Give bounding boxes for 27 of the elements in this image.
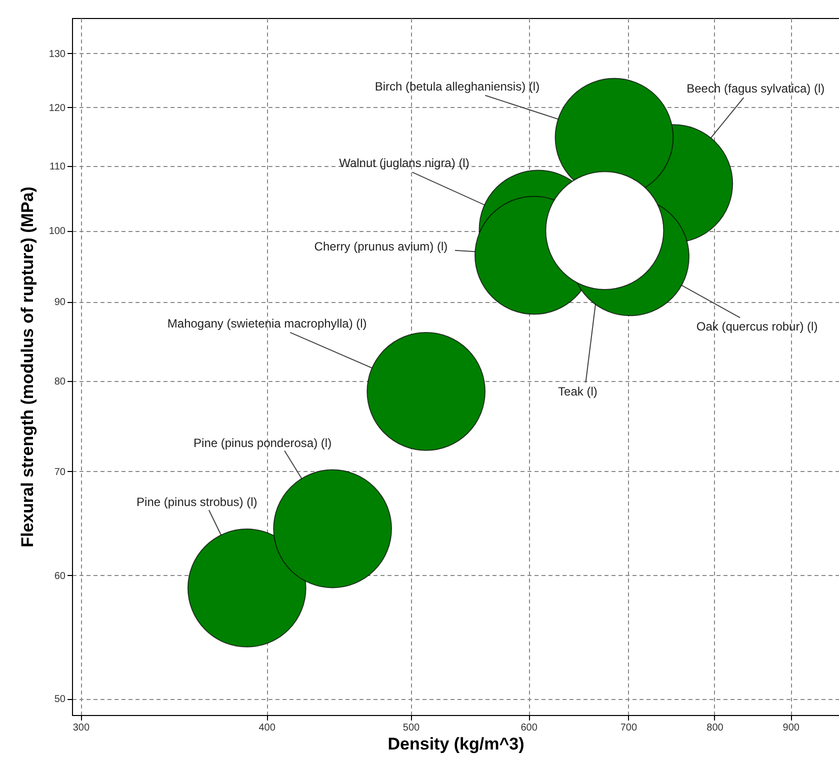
y-tick-label: 100 — [48, 226, 66, 238]
x-tick-label: 700 — [620, 722, 638, 734]
text: Mahogany (swietenia macrophylla) (l) — [167, 316, 367, 330]
y-tick-label: 70 — [54, 466, 66, 478]
x-tick-label: 400 — [258, 722, 276, 734]
text: Teak (l) — [558, 384, 598, 399]
y-tick-label: 90 — [54, 297, 66, 308]
x-tick-label: 300 — [72, 722, 90, 734]
x-tick-label: 500 — [402, 722, 420, 734]
y-tick-label: 60 — [54, 570, 66, 582]
series-label: Pine (pinus strobus) (l) — [136, 494, 258, 509]
y-tick-label: 120 — [48, 102, 66, 114]
series-label: Pine (pinus ponderosa) (l) — [194, 436, 332, 450]
x-tick-label: 600 — [520, 722, 538, 734]
text: Birch (betula alleghaniensis) (l) — [374, 79, 540, 94]
y-tick-label: 110 — [50, 162, 66, 173]
y-tick-label: 130 — [48, 48, 66, 60]
y-tick-label: 50 — [54, 694, 66, 706]
text: Walnut (juglans nigra) (l) — [339, 156, 470, 170]
text: Oak (quercus robur) (l) — [696, 320, 818, 334]
y-tick-label: 80 — [54, 376, 66, 388]
y-axis-title: Flexural strength (modulus of rupture) (MPa) — [18, 186, 37, 548]
x-tick-label: 900 — [782, 722, 800, 734]
text: Beech (fagus sylvatica) (l) — [686, 82, 825, 96]
text: Cherry (prunus avium) (l) — [314, 239, 448, 254]
x-tick-label: 800 — [706, 722, 724, 734]
x-axis-title: Density (kg/m^3) — [388, 734, 524, 754]
